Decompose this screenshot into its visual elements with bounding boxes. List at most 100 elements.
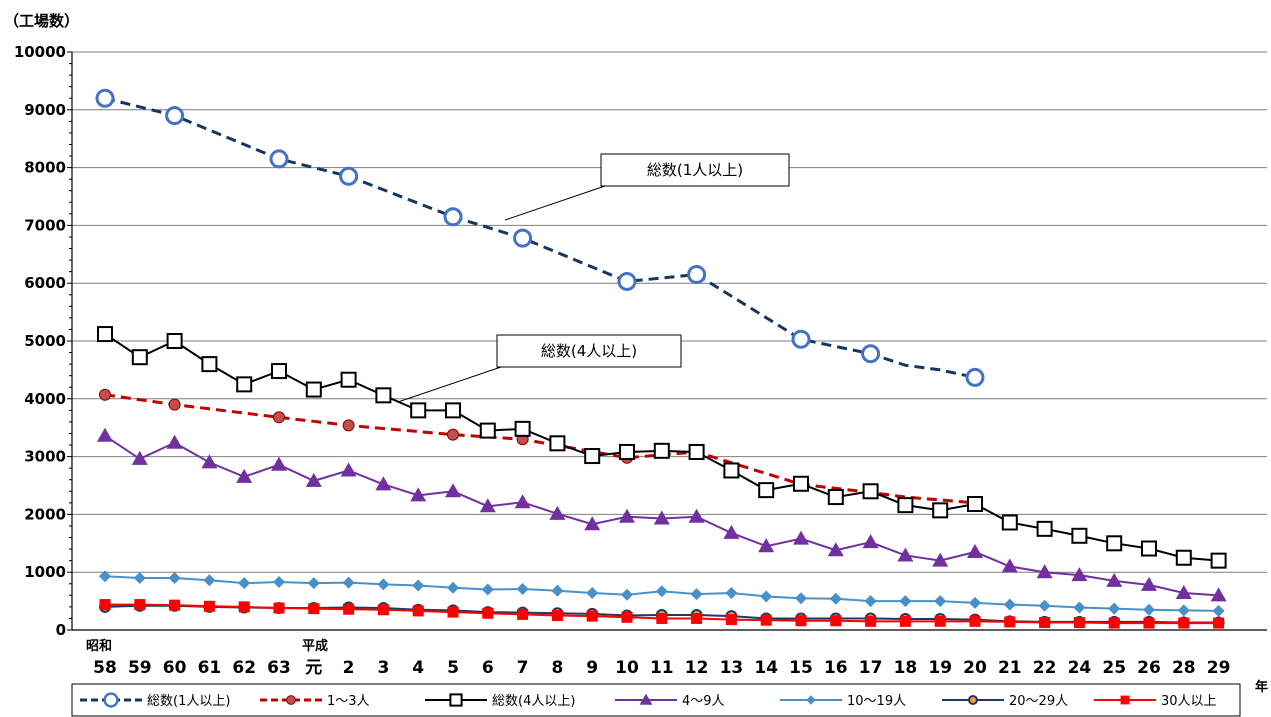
series-layer xyxy=(95,88,1227,629)
point-marker xyxy=(688,508,705,523)
x-tick-label: 20 xyxy=(963,658,987,678)
point-marker xyxy=(271,456,287,471)
point-marker xyxy=(1036,520,1053,537)
point-marker xyxy=(410,402,427,419)
point-marker xyxy=(862,483,879,500)
point-marker xyxy=(1141,576,1157,591)
x-tick-label: 18 xyxy=(894,658,918,678)
point-marker xyxy=(899,615,911,627)
y-axis-label: （工場数） xyxy=(4,12,79,30)
point-marker xyxy=(1143,617,1155,629)
point-marker xyxy=(1212,604,1225,617)
point-marker xyxy=(1108,617,1120,629)
point-marker xyxy=(830,615,842,627)
gridlines xyxy=(72,51,1267,573)
y-tick-label: 2000 xyxy=(24,505,66,523)
point-marker xyxy=(479,422,496,439)
y-tick-label: 5000 xyxy=(24,332,66,350)
point-marker xyxy=(168,571,181,584)
point-marker xyxy=(236,468,253,483)
point-marker xyxy=(758,482,775,499)
point-marker xyxy=(447,581,459,594)
x-tick-label: 17 xyxy=(859,658,883,678)
legend-label: 10〜19人 xyxy=(847,694,906,709)
point-marker xyxy=(273,411,285,424)
point-marker xyxy=(412,579,425,592)
era-label-showa: 昭和 xyxy=(86,638,112,654)
callout-label: 総数(1人以上) xyxy=(647,161,743,179)
point-marker xyxy=(617,271,637,291)
x-tick-label: 14 xyxy=(754,658,778,678)
x-tick-label: 26 xyxy=(1137,658,1161,678)
point-marker xyxy=(97,427,113,442)
legend-label: 総数(1人以上) xyxy=(147,694,230,709)
x-tick-label: 63 xyxy=(267,658,291,678)
point-marker xyxy=(307,577,320,590)
point-marker xyxy=(340,462,357,477)
x-tick-labels: 58 59 60 61 62 63 元 2 3 4 5 6 7 8 9 10 11 12 13 14 15 16 17 18 1… xyxy=(93,658,1230,678)
point-marker xyxy=(861,344,881,364)
point-marker xyxy=(899,595,912,608)
series-6 xyxy=(99,599,1225,629)
point-marker xyxy=(339,166,359,186)
point-marker xyxy=(445,483,461,498)
x-tick-label: 59 xyxy=(128,658,152,678)
point-marker xyxy=(586,587,599,600)
point-marker xyxy=(969,615,981,627)
y-tick-label: 0 xyxy=(56,621,66,639)
point-marker xyxy=(201,454,218,469)
era-label-heisei: 平成 xyxy=(302,638,328,654)
point-marker xyxy=(308,603,320,615)
point-marker xyxy=(865,615,877,627)
point-marker xyxy=(479,498,496,513)
point-marker xyxy=(793,475,809,492)
point-marker xyxy=(760,590,773,603)
x-tick-label: 2 xyxy=(343,658,355,678)
point-marker xyxy=(166,434,183,449)
point-marker xyxy=(342,419,355,432)
point-marker xyxy=(340,371,357,388)
y-tick-label: 3000 xyxy=(24,448,66,466)
point-marker xyxy=(687,265,707,285)
x-tick-label: 13 xyxy=(720,658,744,678)
axes xyxy=(67,51,1267,631)
point-marker xyxy=(1073,616,1085,628)
point-marker xyxy=(760,614,772,626)
point-marker xyxy=(97,326,113,343)
point-marker xyxy=(827,542,844,557)
point-marker xyxy=(203,600,215,612)
x-tick-label: 28 xyxy=(1172,658,1196,678)
legend-label: 総数(4人以上) xyxy=(492,694,575,709)
callout-box xyxy=(600,153,790,187)
series-0 xyxy=(95,88,985,387)
point-marker xyxy=(897,497,914,514)
point-marker xyxy=(166,333,183,349)
point-marker xyxy=(621,611,633,623)
point-marker xyxy=(1143,603,1155,616)
x-tick-label: 62 xyxy=(232,658,256,678)
x-tick-label: 58 xyxy=(93,658,117,678)
callout-label: 総数(4人以上) xyxy=(541,342,637,360)
point-marker xyxy=(203,574,216,587)
point-marker xyxy=(482,607,494,619)
series-3 xyxy=(97,427,1227,602)
point-marker xyxy=(1108,602,1121,615)
point-marker xyxy=(201,356,218,373)
point-marker xyxy=(551,584,564,597)
point-marker xyxy=(1175,549,1192,566)
point-marker xyxy=(169,599,181,611)
point-marker xyxy=(1120,695,1130,705)
legend-label: 30人以上 xyxy=(1161,694,1217,709)
point-marker xyxy=(375,387,392,404)
point-marker xyxy=(829,592,842,605)
x-tick-label: 25 xyxy=(1102,658,1126,678)
series-1 xyxy=(99,388,981,509)
point-marker xyxy=(723,524,740,539)
legend-label: 4〜9人 xyxy=(682,694,725,709)
point-marker xyxy=(549,505,566,520)
point-marker xyxy=(934,615,946,627)
point-marker xyxy=(897,547,914,562)
point-marker xyxy=(967,495,983,512)
point-marker xyxy=(584,516,601,531)
point-marker xyxy=(1213,617,1225,629)
